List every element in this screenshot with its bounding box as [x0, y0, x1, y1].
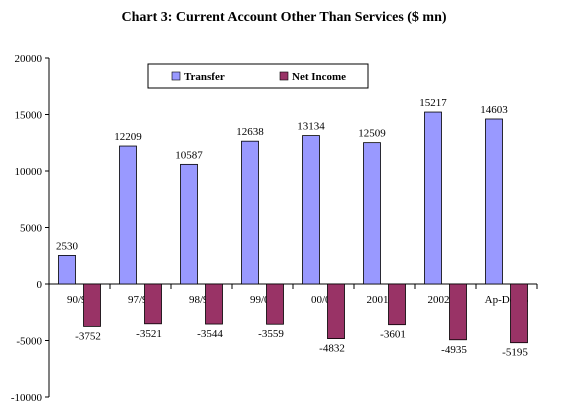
y-tick-label: 5000: [20, 223, 43, 235]
y-tick-label: 10000: [15, 166, 43, 178]
legend-label-transfer: Transfer: [184, 71, 225, 83]
bar-transfer: [302, 135, 320, 285]
data-label-net-income: -3521: [136, 328, 162, 340]
bar-transfer: [485, 118, 503, 285]
y-tick-label: 20000: [15, 53, 43, 65]
bar-net-income: [327, 283, 345, 340]
data-label-transfer: 12509: [358, 128, 386, 140]
legend-swatch-transfer: [171, 71, 181, 81]
y-tick-label: -5000: [16, 336, 42, 348]
bar-net-income: [449, 283, 467, 341]
bar-transfer: [180, 163, 198, 285]
data-label-net-income: -4935: [441, 344, 467, 356]
y-tick-label: -10000: [11, 392, 43, 404]
bar-net-income: [83, 283, 101, 327]
data-label-transfer: 15217: [419, 97, 447, 109]
legend-swatch-net-income: [279, 71, 289, 81]
bar-net-income: [266, 283, 284, 325]
data-label-transfer: 10587: [175, 149, 203, 161]
legend-label-net-income: Net Income: [292, 71, 346, 83]
data-label-net-income: -3752: [75, 330, 101, 342]
bar-transfer: [241, 140, 259, 285]
bar-transfer: [363, 142, 381, 285]
bar-net-income: [510, 283, 528, 344]
data-label-net-income: -3559: [258, 328, 284, 340]
data-label-net-income: -3601: [380, 329, 406, 341]
bar-transfer: [424, 111, 442, 285]
data-label-transfer: 14603: [480, 104, 508, 116]
bar-net-income: [388, 283, 406, 326]
data-label-net-income: -4832: [319, 343, 345, 355]
bar-transfer: [119, 145, 137, 285]
data-label-transfer: 2530: [56, 240, 79, 252]
bar-net-income: [144, 283, 162, 325]
data-label-net-income: -3544: [197, 328, 223, 340]
legend-box: [147, 63, 369, 89]
bar-transfer: [58, 255, 76, 285]
y-tick-label: 15000: [15, 110, 43, 122]
data-label-net-income: -5195: [502, 347, 528, 359]
chart-title: Chart 3: Current Account Other Than Serv…: [121, 10, 447, 25]
y-tick-label: 0: [37, 279, 43, 291]
bar-net-income: [205, 283, 223, 325]
data-label-transfer: 12638: [236, 126, 264, 138]
data-label-transfer: 13134: [297, 121, 325, 133]
data-label-transfer: 12209: [114, 131, 142, 143]
